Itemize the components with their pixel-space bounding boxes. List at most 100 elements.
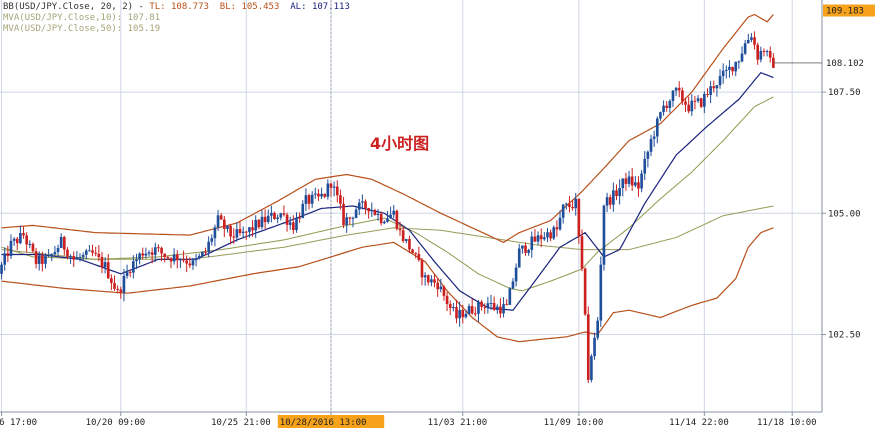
candle <box>624 172 628 191</box>
candle-body <box>455 307 458 319</box>
candle-body <box>392 210 396 215</box>
candle-body <box>191 260 195 266</box>
candle <box>392 204 396 219</box>
candle-body <box>596 320 599 338</box>
candle-body <box>116 288 119 290</box>
candle-body <box>630 176 634 186</box>
candle <box>339 189 342 210</box>
candle-body <box>172 254 176 262</box>
candle-body <box>37 255 41 264</box>
candle <box>270 205 273 223</box>
candle-body <box>44 256 47 264</box>
candle <box>216 209 220 231</box>
candle <box>423 272 427 286</box>
candle-body <box>354 209 358 218</box>
candle-body <box>254 219 258 231</box>
candle-body <box>583 268 587 315</box>
candle <box>549 229 552 242</box>
candle <box>210 234 214 246</box>
candle-body <box>97 253 101 257</box>
candle <box>232 228 236 244</box>
candle-body <box>370 210 374 212</box>
candle <box>122 269 126 302</box>
candle <box>379 211 383 226</box>
candle <box>596 317 599 341</box>
candle-body <box>295 217 298 231</box>
candle-body <box>411 249 414 253</box>
candle-body <box>3 253 7 265</box>
candle <box>69 254 72 264</box>
candle-body <box>141 253 145 256</box>
candle-body <box>19 233 22 244</box>
candle-body <box>241 231 245 234</box>
candle <box>583 267 587 316</box>
candle-body <box>335 186 339 196</box>
candle-body <box>750 37 753 41</box>
candle-body <box>357 202 361 210</box>
candle-body <box>279 213 283 218</box>
candle-body <box>671 90 675 102</box>
candle <box>483 303 487 314</box>
candle <box>564 202 568 210</box>
candle-body <box>188 263 192 266</box>
candle <box>524 242 527 256</box>
candle-body <box>150 252 154 255</box>
candle <box>166 256 170 260</box>
candle <box>772 53 775 69</box>
candle-body <box>448 303 452 308</box>
x-tick-label: 10/25 21:00 <box>211 418 271 428</box>
candle <box>605 192 609 212</box>
candle <box>721 63 725 84</box>
candle-body <box>106 262 110 279</box>
candle-body <box>737 61 741 63</box>
candle-body <box>367 208 370 212</box>
candle <box>223 216 226 238</box>
candle-body <box>288 222 292 225</box>
legend-tl-value: 108.773 <box>171 2 209 12</box>
candle-body <box>263 216 267 223</box>
candle <box>116 285 119 294</box>
candle <box>404 238 408 244</box>
candle-body <box>586 314 590 380</box>
candle <box>197 253 201 260</box>
candle-body <box>50 253 54 256</box>
candle-body <box>536 235 540 242</box>
candle <box>213 224 217 247</box>
candle <box>756 42 760 65</box>
candle <box>342 196 345 229</box>
x-tick-label: 10/13/2016 17:00 <box>0 418 37 428</box>
candle-body <box>373 210 377 215</box>
candle-body <box>361 201 364 203</box>
candle <box>495 304 499 314</box>
candle-body <box>640 173 643 189</box>
x-tick-label: 11/03 21:00 <box>428 418 488 428</box>
candle <box>138 252 141 265</box>
candle <box>3 247 7 271</box>
candle <box>251 220 254 237</box>
candle-body <box>627 176 631 184</box>
candle <box>464 309 468 319</box>
candle <box>734 61 738 77</box>
candle <box>480 299 483 311</box>
candle-body <box>219 215 223 220</box>
candle-body <box>210 238 214 242</box>
candle <box>238 221 242 236</box>
candle <box>539 228 543 248</box>
candle <box>47 249 50 258</box>
candle <box>420 258 424 286</box>
legend-bl-label: BL: <box>219 2 237 12</box>
candle-body <box>706 94 709 96</box>
candle-body <box>768 51 772 58</box>
candle <box>743 39 747 56</box>
candle <box>668 99 672 113</box>
candle-body <box>495 306 499 311</box>
candle <box>762 48 766 57</box>
candle <box>31 242 35 253</box>
candle <box>681 87 684 105</box>
candle <box>135 253 138 270</box>
candle-body <box>605 197 609 206</box>
candle <box>260 209 264 230</box>
candle-body <box>25 235 28 245</box>
candle <box>665 101 669 112</box>
candle <box>398 221 402 236</box>
